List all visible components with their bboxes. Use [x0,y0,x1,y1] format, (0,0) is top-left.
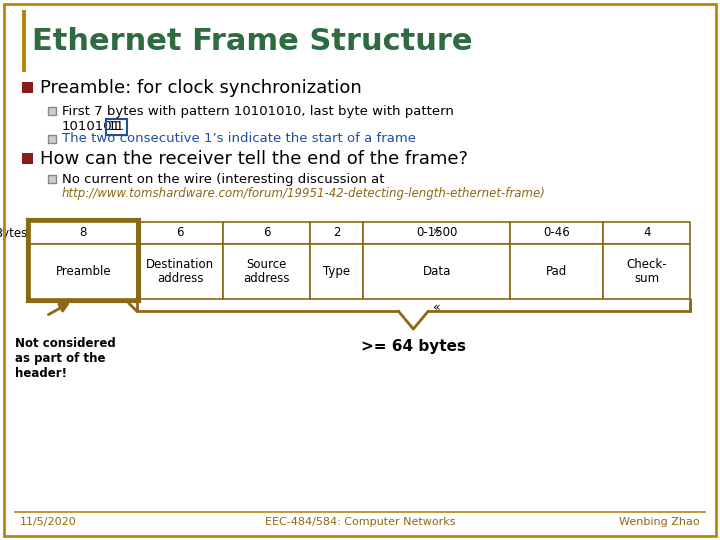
Text: http://www.tomshardware.com/forum/19951-42-detecting-length-ethernet-frame): http://www.tomshardware.com/forum/19951-… [62,187,546,200]
Text: »: » [433,225,441,238]
Text: 11/5/2020: 11/5/2020 [20,517,77,527]
Bar [510,244,603,299]
Text: The two consecutive 1’s indicate the start of a frame: The two consecutive 1’s indicate the sta… [62,132,416,145]
Text: 6: 6 [263,226,271,240]
Bar [223,244,310,299]
Bar [603,222,690,244]
Text: Type: Type [323,265,350,278]
Text: Not considered
as part of the
header!: Not considered as part of the header! [15,337,116,380]
Bar [364,222,510,244]
Text: How can the receiver tell the end of the frame?: How can the receiver tell the end of the… [40,150,468,168]
Bar [48,175,56,183]
Bar [28,220,139,301]
Bar [48,107,56,115]
Text: Check-
sum: Check- sum [626,258,667,286]
Bar [137,222,223,244]
Bar [310,244,364,299]
Text: Data: Data [423,265,451,278]
Text: Bytes: Bytes [0,226,28,240]
Text: Ethernet Frame Structure: Ethernet Frame Structure [32,26,472,56]
Bar [364,244,510,299]
Text: Preamble: for clock synchronization: Preamble: for clock synchronization [40,79,361,97]
Text: Source
address: Source address [243,258,290,286]
Text: Destination
address: Destination address [146,258,214,286]
Text: >= 64 bytes: >= 64 bytes [361,339,466,354]
Bar [603,244,690,299]
Text: 4: 4 [643,226,650,240]
Bar [30,244,137,299]
Bar [310,222,364,244]
Bar [22,10,26,72]
Text: First 7 bytes with pattern 10101010, last byte with pattern: First 7 bytes with pattern 10101010, las… [62,105,454,118]
Bar [137,244,223,299]
Text: 11: 11 [108,120,125,133]
Text: 8: 8 [80,226,87,240]
Text: «: « [433,301,441,314]
Bar [22,153,33,164]
Bar [22,82,33,93]
Text: Pad: Pad [546,265,567,278]
Text: 0-1500: 0-1500 [416,226,457,240]
Text: EEC-484/584: Computer Networks: EEC-484/584: Computer Networks [265,517,455,527]
Bar [30,222,137,244]
Text: 1010101: 1010101 [62,120,121,133]
Text: Wenbing Zhao: Wenbing Zhao [619,517,700,527]
Text: 6: 6 [176,226,184,240]
Bar [223,222,310,244]
Text: No current on the wire (interesting discussion at: No current on the wire (interesting disc… [62,172,384,186]
Bar [510,222,603,244]
Text: Preamble: Preamble [55,265,111,278]
Text: 2: 2 [333,226,341,240]
Bar [48,135,56,143]
Text: 0-46: 0-46 [544,226,570,240]
